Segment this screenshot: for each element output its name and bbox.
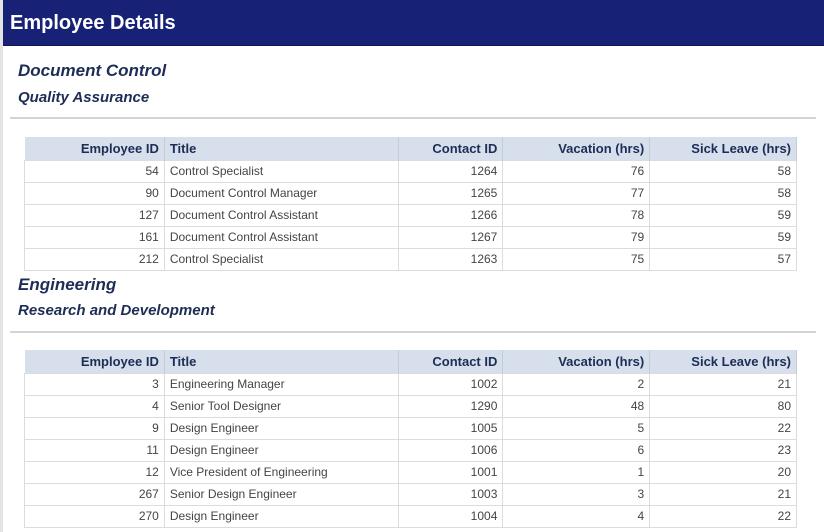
cell-title: Senior Design Engineer xyxy=(163,482,400,506)
table-row: 270 Design Engineer 1004 4 22 xyxy=(24,504,797,528)
cell-title: Design Engineer xyxy=(163,504,400,528)
table-row: 12 Vice President of Engineering 1001 1 … xyxy=(24,460,797,484)
table-row: 54 Control Specialist 1264 76 58 xyxy=(24,159,797,183)
table-row: 161 Document Control Assistant 1267 79 5… xyxy=(24,225,797,249)
cell-employee-id: 267 xyxy=(24,482,165,506)
cell-sick-leave: 20 xyxy=(649,460,797,484)
cell-contact-id: 1263 xyxy=(398,247,504,271)
table-row: 3 Engineering Manager 1002 2 21 xyxy=(24,372,797,396)
cell-sick-leave: 23 xyxy=(649,438,797,462)
group-heading: Quality Assurance xyxy=(18,89,150,106)
cell-employee-id: 90 xyxy=(24,181,165,205)
column-header-title: Title xyxy=(164,350,400,373)
cell-contact-id: 1004 xyxy=(398,504,504,528)
cell-sick-leave: 21 xyxy=(649,372,797,396)
cell-vacation: 6 xyxy=(502,438,651,462)
cell-vacation: 48 xyxy=(502,394,651,418)
table-header-row: Employee ID Title Contact ID Vacation (h… xyxy=(24,350,797,373)
table-row: 90 Document Control Manager 1265 77 58 xyxy=(24,181,797,205)
column-header-contact-id: Contact ID xyxy=(398,350,504,373)
cell-title: Control Specialist xyxy=(163,159,400,183)
column-header-employee-id: Employee ID xyxy=(24,137,165,160)
cell-vacation: 1 xyxy=(502,460,651,484)
cell-sick-leave: 59 xyxy=(649,203,797,227)
cell-vacation: 76 xyxy=(502,159,651,183)
cell-employee-id: 4 xyxy=(24,394,165,418)
page-title: Employee Details xyxy=(10,12,176,34)
cell-sick-leave: 22 xyxy=(649,504,797,528)
cell-vacation: 3 xyxy=(502,482,651,506)
column-header-sick-leave: Sick Leave (hrs) xyxy=(649,350,797,373)
cell-contact-id: 1005 xyxy=(398,416,504,440)
cell-sick-leave: 22 xyxy=(649,416,797,440)
page-header: Employee Details xyxy=(3,0,824,46)
cell-title: Vice President of Engineering xyxy=(163,460,400,484)
section-divider xyxy=(10,117,816,119)
column-header-employee-id: Employee ID xyxy=(24,350,165,373)
cell-vacation: 4 xyxy=(502,504,651,528)
column-header-vacation: Vacation (hrs) xyxy=(502,350,651,373)
table-row: 127 Document Control Assistant 1266 78 5… xyxy=(24,203,797,227)
cell-title: Document Control Manager xyxy=(163,181,400,205)
page-left-border xyxy=(0,0,3,532)
cell-contact-id: 1003 xyxy=(398,482,504,506)
cell-title: Design Engineer xyxy=(163,438,400,462)
employee-table-engineering: Employee ID Title Contact ID Vacation (h… xyxy=(24,350,797,528)
cell-sick-leave: 57 xyxy=(649,247,797,271)
cell-employee-id: 12 xyxy=(24,460,165,484)
cell-title: Design Engineer xyxy=(163,416,400,440)
cell-title: Document Control Assistant xyxy=(163,203,400,227)
table-row: 11 Design Engineer 1006 6 23 xyxy=(24,438,797,462)
table-header-row: Employee ID Title Contact ID Vacation (h… xyxy=(24,137,797,160)
department-heading: Document Control xyxy=(18,61,167,80)
cell-contact-id: 1266 xyxy=(398,203,504,227)
cell-title: Document Control Assistant xyxy=(163,225,400,249)
cell-employee-id: 54 xyxy=(24,159,165,183)
cell-employee-id: 270 xyxy=(24,504,165,528)
cell-employee-id: 3 xyxy=(24,372,165,396)
cell-contact-id: 1264 xyxy=(398,159,504,183)
cell-sick-leave: 21 xyxy=(649,482,797,506)
cell-employee-id: 127 xyxy=(24,203,165,227)
cell-contact-id: 1002 xyxy=(398,372,504,396)
cell-title: Senior Tool Designer xyxy=(163,394,400,418)
cell-title: Control Specialist xyxy=(163,247,400,271)
column-header-title: Title xyxy=(164,137,400,160)
table-row: 212 Control Specialist 1263 75 57 xyxy=(24,247,797,271)
group-heading: Research and Development xyxy=(18,302,215,319)
table-row: 9 Design Engineer 1005 5 22 xyxy=(24,416,797,440)
cell-sick-leave: 80 xyxy=(649,394,797,418)
cell-vacation: 2 xyxy=(502,372,651,396)
cell-contact-id: 1290 xyxy=(398,394,504,418)
cell-sick-leave: 58 xyxy=(649,159,797,183)
cell-vacation: 79 xyxy=(502,225,651,249)
cell-title: Engineering Manager xyxy=(163,372,400,396)
department-heading: Engineering xyxy=(18,275,117,294)
cell-employee-id: 161 xyxy=(24,225,165,249)
cell-sick-leave: 59 xyxy=(649,225,797,249)
section-divider xyxy=(10,331,816,333)
column-header-contact-id: Contact ID xyxy=(398,137,504,160)
cell-vacation: 75 xyxy=(502,247,651,271)
cell-contact-id: 1001 xyxy=(398,460,504,484)
table-row: 4 Senior Tool Designer 1290 48 80 xyxy=(24,394,797,418)
cell-employee-id: 11 xyxy=(24,438,165,462)
cell-vacation: 77 xyxy=(502,181,651,205)
cell-employee-id: 212 xyxy=(24,247,165,271)
cell-vacation: 5 xyxy=(502,416,651,440)
cell-contact-id: 1267 xyxy=(398,225,504,249)
cell-sick-leave: 58 xyxy=(649,181,797,205)
cell-contact-id: 1006 xyxy=(398,438,504,462)
employee-table-document-control: Employee ID Title Contact ID Vacation (h… xyxy=(24,137,797,271)
column-header-sick-leave: Sick Leave (hrs) xyxy=(649,137,797,160)
table-row: 267 Senior Design Engineer 1003 3 21 xyxy=(24,482,797,506)
cell-contact-id: 1265 xyxy=(398,181,504,205)
cell-employee-id: 9 xyxy=(24,416,165,440)
column-header-vacation: Vacation (hrs) xyxy=(502,137,651,160)
cell-vacation: 78 xyxy=(502,203,651,227)
